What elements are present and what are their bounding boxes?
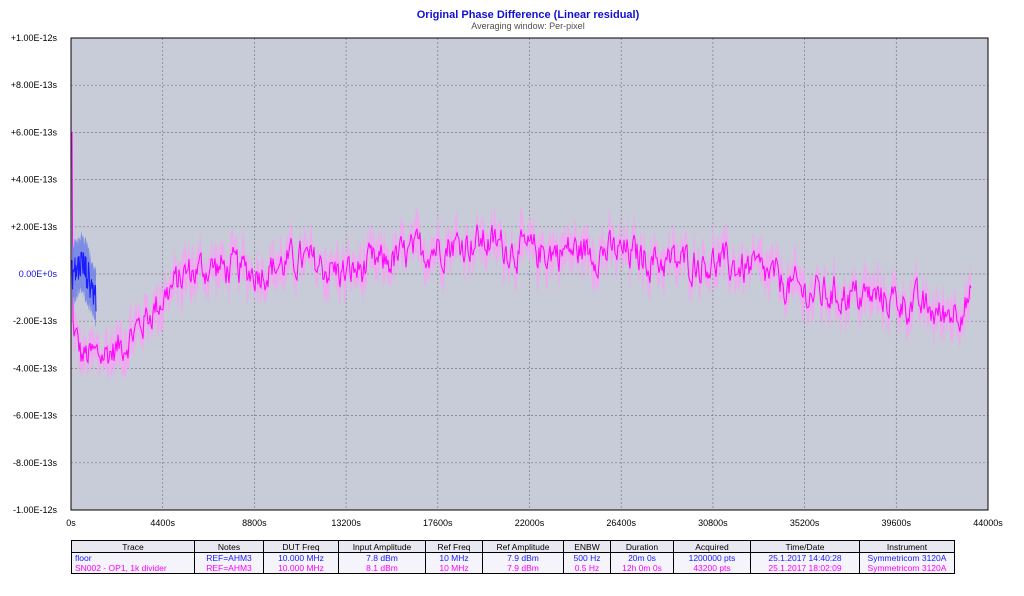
trace-legend-table: Trace Notes DUT Freq Input Amplitude Ref… xyxy=(71,540,955,574)
header-duration: Duration xyxy=(610,540,674,553)
x-tick-label: 4400s xyxy=(150,518,175,528)
sn002-series-line xyxy=(71,131,972,365)
y-tick-label: -2.00E-13s xyxy=(13,316,58,326)
cell-duration: 20m 0s xyxy=(610,552,674,563)
header-time-date: Time/Date xyxy=(750,540,860,553)
x-tick-label: 0s xyxy=(66,518,76,528)
cell-ref-freq: 10 MHz xyxy=(425,563,483,574)
plot-frame xyxy=(70,37,989,511)
floor-envelope-band xyxy=(72,231,96,327)
header-trace: Trace xyxy=(71,540,195,553)
cell-instrument: Symmetricom 3120A xyxy=(859,563,955,574)
y-tick-label: 0.00E+0s xyxy=(19,269,58,279)
cell-time-date: 25.1.2017 18:02:09 xyxy=(750,563,860,574)
y-tick-label: +1.00E-12s xyxy=(11,33,58,43)
cell-acquired: 1200000 pts xyxy=(673,552,751,563)
x-tick-label: 30800s xyxy=(698,518,728,528)
cell-acquired: 43200 pts xyxy=(673,563,751,574)
x-tick-label: 22000s xyxy=(515,518,545,528)
x-tick-label: 8800s xyxy=(242,518,267,528)
header-notes: Notes xyxy=(194,540,264,553)
cell-enbw: 0.5 Hz xyxy=(563,563,611,574)
cell-enbw: 500 Hz xyxy=(563,552,611,563)
header-enbw: ENBW xyxy=(563,540,611,553)
floor-series-line xyxy=(71,251,97,312)
cell-input-amplitude: 7.8 dBm xyxy=(338,552,426,563)
y-tick-label: +2.00E-13s xyxy=(11,222,58,232)
x-tick-label: 17600s xyxy=(423,518,453,528)
cell-dut-freq: 10.000 MHz xyxy=(263,563,339,574)
cell-instrument: Symmetricom 3120A xyxy=(859,552,955,563)
y-tick-label: +4.00E-13s xyxy=(11,175,58,185)
x-tick-label: 44000s xyxy=(973,518,1003,528)
legend-row-sn002[interactable]: SN002 - OP1, 1k divider REF=AHM3 10.000 … xyxy=(71,563,955,574)
y-tick-label: -6.00E-13s xyxy=(13,411,58,421)
header-dut-freq: DUT Freq xyxy=(263,540,339,553)
cell-trace: floor xyxy=(71,552,195,563)
y-tick-label: +8.00E-13s xyxy=(11,80,58,90)
y-tick-label: +6.00E-13s xyxy=(11,127,58,137)
chart-subtitle: Averaging window: Per-pixel xyxy=(471,21,585,31)
x-tick-label: 35200s xyxy=(790,518,820,528)
sn002-envelope-band xyxy=(71,105,971,383)
x-tick-label: 39600s xyxy=(882,518,912,528)
chart-title: Original Phase Difference (Linear residu… xyxy=(416,9,640,21)
cell-duration: 12h 0m 0s xyxy=(610,563,674,574)
phase-difference-chart: +1.00E-12s +8.00E-13s +6.00E-13s +4.00E-13s… xyxy=(11,33,1004,528)
x-tick-label: 26400s xyxy=(606,518,636,528)
header-instrument: Instrument xyxy=(859,540,955,553)
x-tick-label: 13200s xyxy=(331,518,361,528)
cell-ref-amplitude: 7.9 dBm xyxy=(482,563,564,574)
cell-trace: SN002 - OP1, 1k divider xyxy=(71,563,195,574)
cell-ref-amplitude: 7.9 dBm xyxy=(482,552,564,563)
legend-header-row: Trace Notes DUT Freq Input Amplitude Ref… xyxy=(71,540,955,553)
header-ref-amplitude: Ref Amplitude xyxy=(482,540,564,553)
legend-row-floor[interactable]: floor REF=AHM3 10.000 MHz 7.8 dBm 10 MHz… xyxy=(71,552,955,563)
header-acquired: Acquired xyxy=(673,540,751,553)
cell-time-date: 25.1.2017 14:40:28 xyxy=(750,552,860,563)
y-tick-label: -4.00E-13s xyxy=(13,363,58,373)
header-ref-freq: Ref Freq xyxy=(425,540,483,553)
cell-notes: REF=AHM3 xyxy=(194,563,264,574)
cell-dut-freq: 10.000 MHz xyxy=(263,552,339,563)
header-input-amplitude: Input Amplitude xyxy=(338,540,426,553)
cell-notes: REF=AHM3 xyxy=(194,552,264,563)
y-tick-label: -1.00E-12s xyxy=(13,505,58,515)
cell-ref-freq: 10 MHz xyxy=(425,552,483,563)
cell-input-amplitude: 8.1 dBm xyxy=(338,563,426,574)
y-tick-label: -8.00E-13s xyxy=(13,458,58,468)
